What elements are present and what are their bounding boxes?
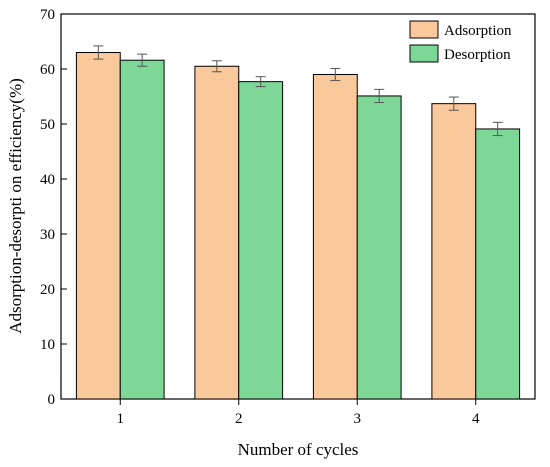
y-tick-label: 70 [40, 7, 55, 23]
y-tick-label: 30 [40, 227, 55, 243]
error-bar-adsorption-4 [448, 96, 459, 111]
bar-desorption-1 [119, 59, 165, 400]
legend-swatch-adsorption [409, 20, 439, 39]
y-axis: 0 10 20 30 40 50 60 70 [40, 7, 67, 408]
x-tick-label: 3 [354, 411, 362, 427]
y-tick-label: 60 [40, 62, 55, 78]
error-bar-desorption-2 [255, 76, 266, 88]
error-bars-layer [93, 45, 503, 137]
x-tick-label: 1 [117, 411, 125, 427]
x-axis: 1 2 3 4 [117, 399, 480, 427]
bar-desorption-3 [356, 95, 402, 400]
y-tick-label: 40 [40, 172, 55, 188]
bar-adsorption-4 [431, 103, 477, 400]
x-tick-label: 4 [472, 411, 480, 427]
bar-desorption-4 [475, 128, 521, 400]
x-axis-title: Number of cycles [238, 440, 359, 459]
error-bar-adsorption-1 [93, 45, 104, 60]
error-bar-desorption-3 [374, 88, 385, 104]
y-axis-title: Adsorption-desorpti on efficiency(%) [6, 78, 25, 334]
bar-desorption-2 [238, 81, 284, 400]
bar-adsorption-1 [75, 52, 121, 400]
y-tick-label: 0 [48, 392, 56, 408]
bar-adsorption-3 [312, 74, 358, 400]
plot-frame [60, 13, 536, 400]
legend-label-desorption: Desorption [444, 47, 511, 63]
x-tick-label: 2 [235, 411, 243, 427]
y-tick-label: 20 [40, 282, 55, 298]
legend: Adsorption Desorption [409, 20, 512, 63]
bars-layer [75, 52, 521, 400]
y-tick-label: 50 [40, 117, 55, 133]
error-bar-desorption-4 [492, 121, 503, 137]
error-bar-desorption-1 [137, 53, 148, 67]
error-bar-adsorption-2 [211, 60, 222, 73]
legend-label-adsorption: Adsorption [444, 23, 512, 39]
legend-swatch-desorption [409, 44, 439, 63]
error-bar-adsorption-3 [330, 67, 341, 82]
y-tick-label: 10 [40, 337, 55, 353]
bar-adsorption-2 [194, 65, 240, 400]
